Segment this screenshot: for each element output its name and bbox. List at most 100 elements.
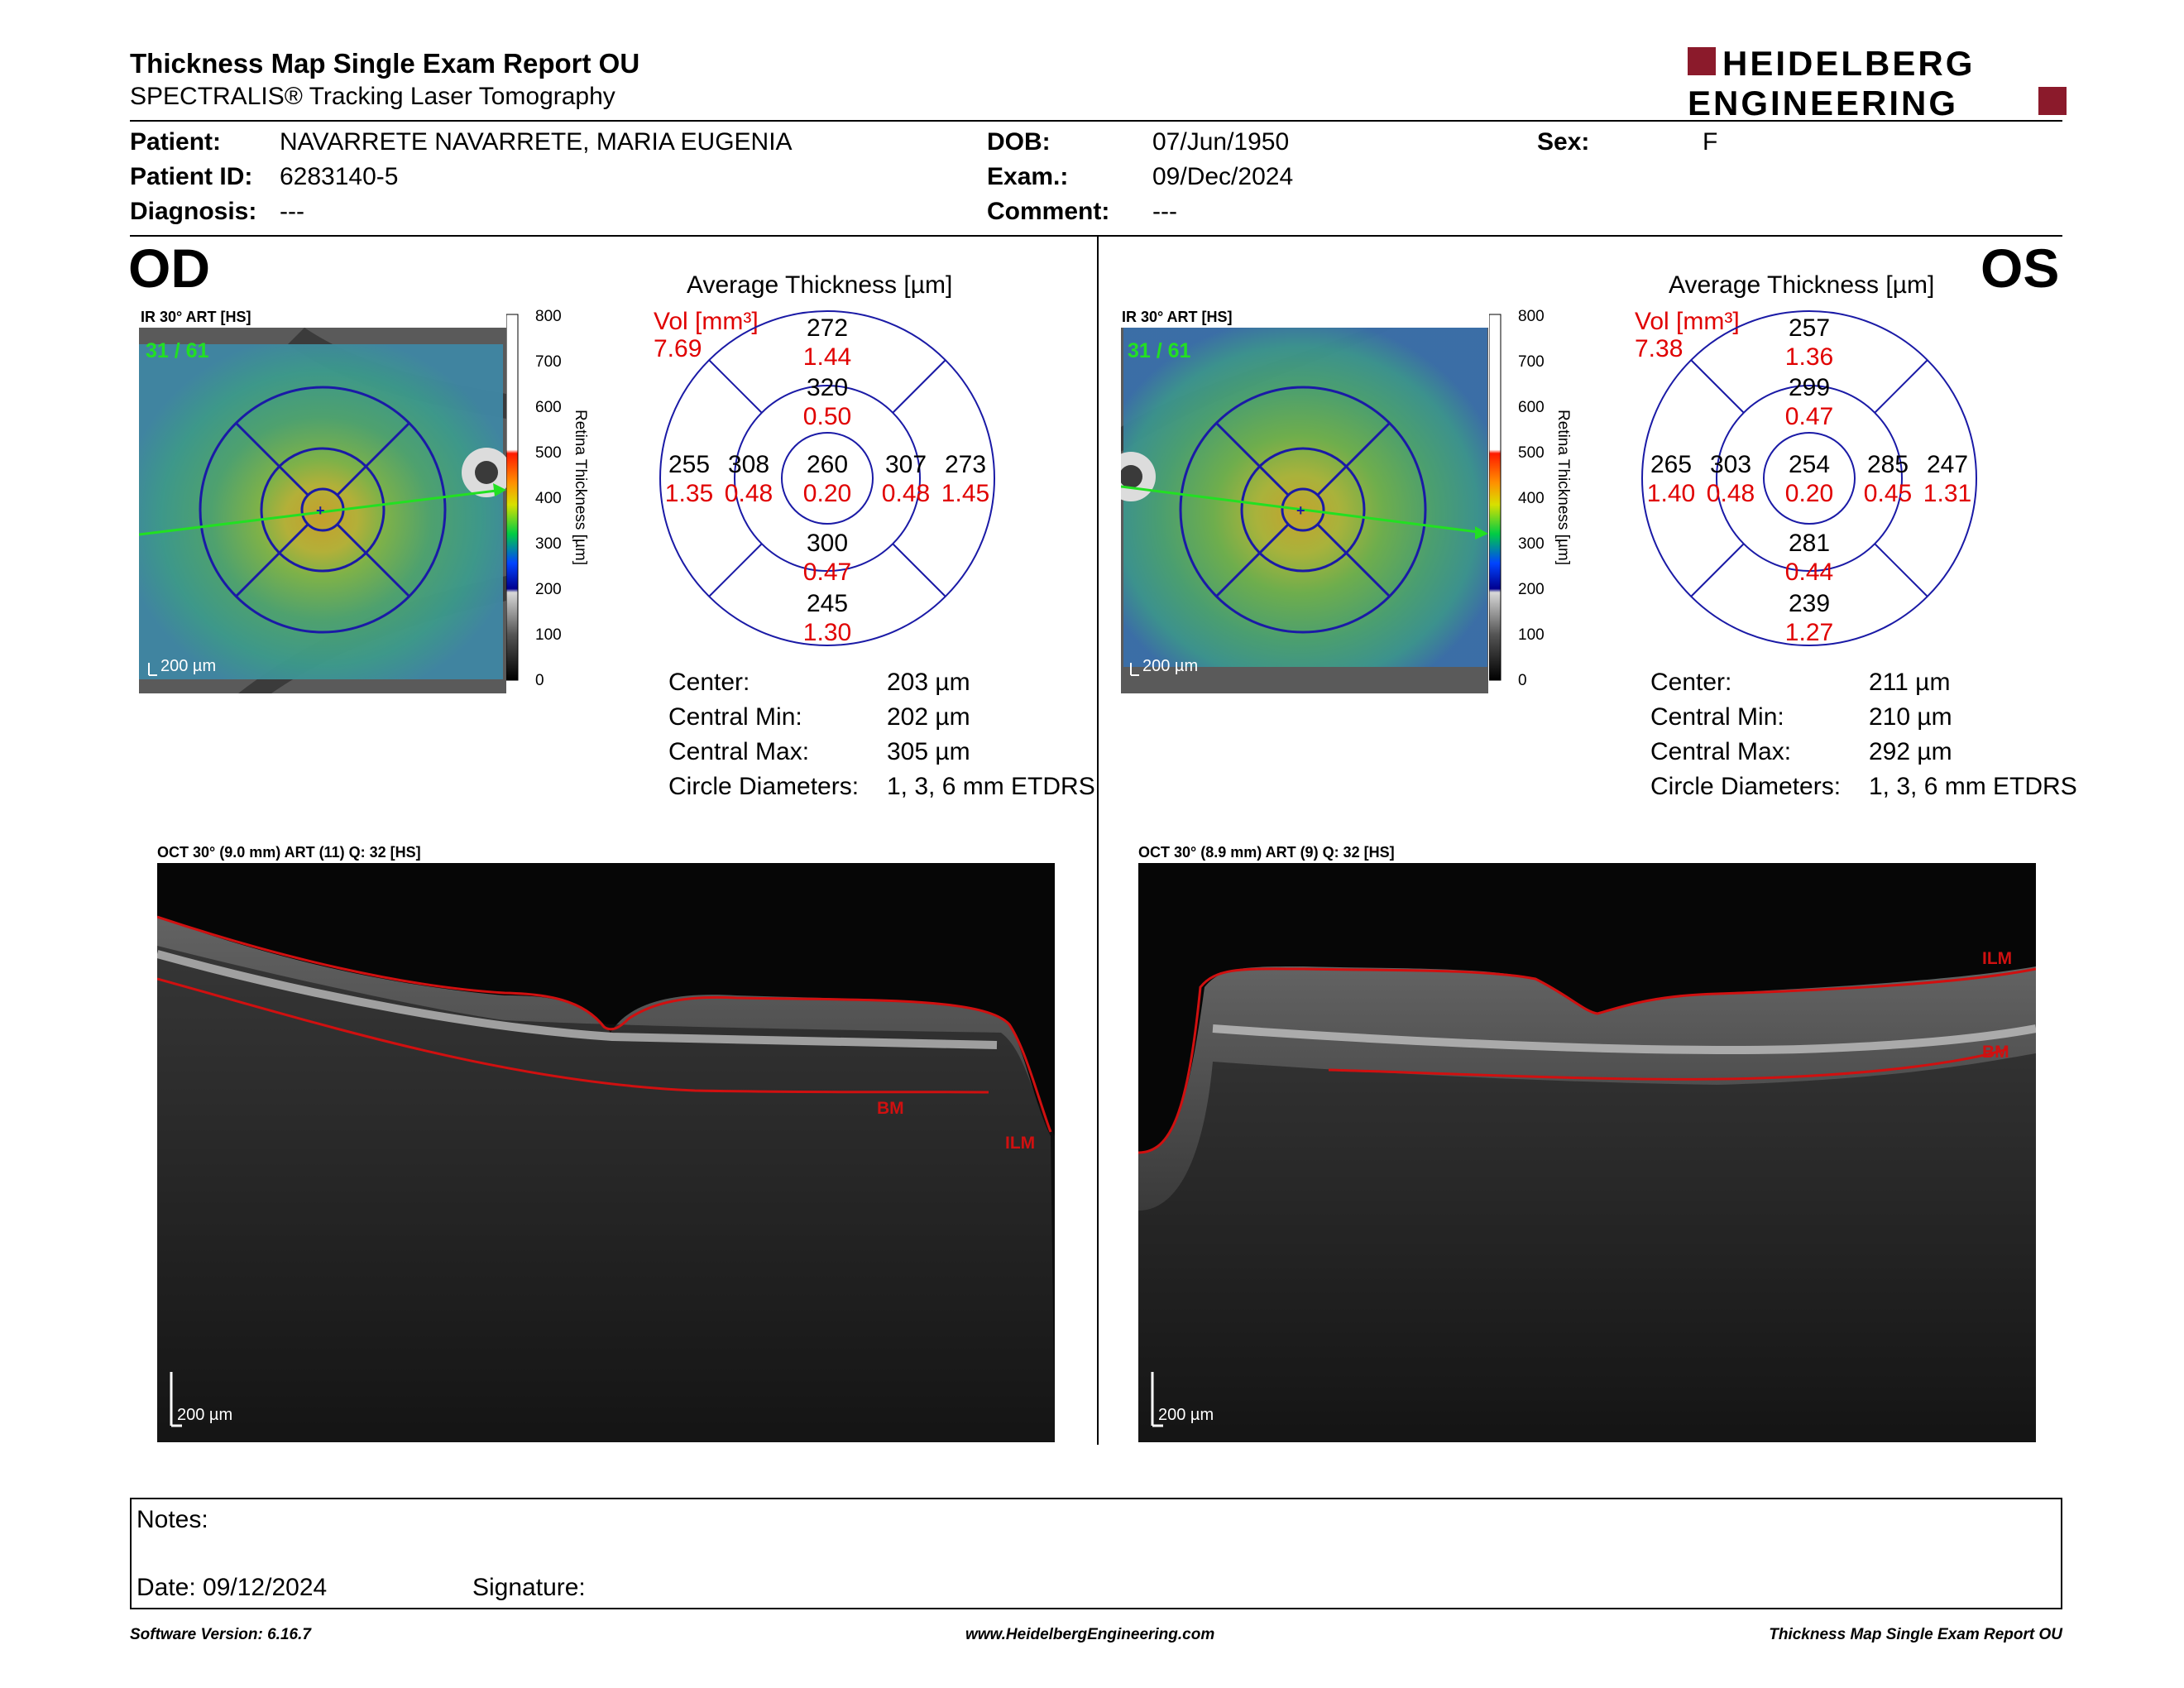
software-version: Software Version: 6.16.7 (130, 1626, 311, 1643)
od-ilm-label: ILM (1005, 1134, 1035, 1153)
os-inner-left-volume: 0.48 (1707, 480, 1755, 507)
svg-text:0: 0 (535, 672, 544, 689)
os-colorbar: 800 700 600 500 400 300 200 100 0 Retina… (1489, 308, 1572, 689)
svg-text:0: 0 (1518, 672, 1527, 689)
os-eye-label: OS (1980, 237, 2060, 299)
comment-value: --- (1152, 198, 1177, 225)
svg-text:+: + (1296, 502, 1305, 519)
od-oct-bscan: BM ILM 200 µm (157, 863, 1055, 1442)
svg-text:700: 700 (1518, 353, 1545, 371)
svg-text:400: 400 (1518, 490, 1545, 507)
os-ir-label: IR 30° ART [HS] (1122, 309, 1233, 325)
svg-text:500: 500 (1518, 444, 1545, 462)
svg-text:600: 600 (1518, 399, 1545, 416)
od-colorbar-ticks: 800 700 600 500 400 300 200 100 0 (535, 308, 562, 689)
patient-label: Patient: (130, 128, 222, 156)
os-center-value: 211 µm (1869, 669, 1951, 696)
sex-label: Sex: (1537, 128, 1590, 156)
od-outer-inferior-volume: 1.30 (803, 619, 851, 646)
os-outer-superior-volume: 1.36 (1785, 343, 1833, 371)
od-inner-left-volume: 0.48 (725, 480, 773, 507)
os-bm-label: BM (1982, 1043, 2009, 1062)
svg-text:200: 200 (1518, 581, 1545, 598)
od-oct-label: OCT 30° (9.0 mm) ART (11) Q: 32 [HS] (157, 844, 421, 861)
os-ilm-label: ILM (1982, 949, 2012, 968)
dob-label: DOB: (987, 128, 1051, 156)
od-outer-left-thickness: 255 (668, 451, 710, 478)
od-min-value: 202 µm (887, 703, 970, 731)
svg-text:HEIDELBERG: HEIDELBERG (1722, 46, 1975, 83)
od-vol-total: 7.69 (654, 335, 702, 362)
od-outer-left-volume: 1.35 (665, 480, 713, 507)
report-title: Thickness Map Single Exam Report OU (130, 48, 640, 79)
os-outer-left-thickness: 265 (1650, 451, 1692, 478)
od-center-value: 203 µm (887, 669, 970, 696)
od-outer-superior-thickness: 272 (807, 314, 848, 342)
os-colorbar-title: Retina Thickness [µm] (1554, 410, 1572, 565)
diagnosis-value: --- (280, 198, 304, 225)
od-outer-inferior-thickness: 245 (807, 590, 848, 617)
os-inner-right-thickness: 285 (1867, 451, 1909, 478)
od-max-value: 305 µm (887, 738, 970, 765)
os-inner-superior-thickness: 299 (1789, 374, 1830, 401)
website-link[interactable]: www.HeidelbergEngineering.com (965, 1626, 1215, 1643)
os-vol-total: 7.38 (1635, 335, 1684, 362)
od-frame-counter: 31 / 61 (146, 339, 209, 362)
od-colorbar-title: Retina Thickness [µm] (572, 410, 589, 565)
exam-label: Exam.: (987, 163, 1069, 190)
svg-text:300: 300 (1518, 535, 1545, 553)
os-diam-label: Circle Diameters: (1650, 773, 1842, 800)
date-label: Date: 09/12/2024 (136, 1574, 328, 1601)
dob-value: 07/Jun/1950 (1152, 128, 1290, 156)
svg-text:+: + (316, 502, 325, 519)
svg-text:500: 500 (535, 444, 562, 462)
heidelberg-logo: HEIDELBERG ENGINEERING (1688, 46, 2067, 120)
os-inner-left-thickness: 303 (1710, 451, 1751, 478)
od-eye-label: OD (128, 237, 210, 299)
os-center-volume: 0.20 (1785, 480, 1833, 507)
od-outer-superior-volume: 1.44 (803, 343, 851, 371)
report-subtitle: SPECTRALIS® Tracking Laser Tomography (130, 83, 615, 110)
os-inner-inferior-volume: 0.44 (1785, 559, 1833, 586)
od-inner-inferior-volume: 0.47 (803, 559, 851, 586)
svg-text:400: 400 (535, 490, 562, 507)
svg-text:100: 100 (535, 626, 562, 644)
od-fundus-thickness-map: + 31 / 61 200 µm (139, 328, 506, 693)
os-inner-right-volume: 0.45 (1864, 480, 1912, 507)
os-outer-inferior-thickness: 239 (1789, 590, 1830, 617)
svg-text:600: 600 (535, 399, 562, 416)
os-inner-superior-volume: 0.47 (1785, 403, 1833, 430)
os-fundus-thickness-map: + 31 / 61 200 µm (1121, 328, 1488, 693)
os-inner-inferior-thickness: 281 (1789, 530, 1830, 557)
os-center-label: Center: (1650, 669, 1732, 696)
os-frame-counter: 31 / 61 (1128, 339, 1191, 362)
os-colorbar-ticks: 800 700 600 500 400 300 200 100 0 (1518, 308, 1545, 689)
svg-text:200: 200 (535, 581, 562, 598)
signature-label: Signature: (472, 1574, 586, 1601)
os-max-value: 292 µm (1869, 738, 1952, 765)
exam-value: 09/Dec/2024 (1152, 163, 1294, 190)
od-outer-right-volume: 1.45 (941, 480, 989, 507)
svg-text:800: 800 (535, 308, 562, 325)
od-center-volume: 0.20 (803, 480, 851, 507)
comment-label: Comment: (987, 198, 1110, 225)
od-inner-inferior-thickness: 300 (807, 530, 848, 557)
diagnosis-label: Diagnosis: (130, 198, 257, 225)
footer-report-name: Thickness Map Single Exam Report OU (1769, 1626, 2062, 1643)
od-inner-superior-thickness: 320 (807, 374, 848, 401)
os-diam-value: 1, 3, 6 mm ETDRS (1869, 773, 2077, 800)
od-center-label: Center: (668, 669, 750, 696)
os-outer-superior-thickness: 257 (1789, 314, 1830, 342)
svg-text:300: 300 (535, 535, 562, 553)
patient-id: 6283140-5 (280, 163, 399, 190)
patient-id-label: Patient ID: (130, 163, 253, 190)
od-bm-label: BM (877, 1099, 904, 1118)
od-etdrs-grid: 272 1.44 320 0.50 260 0.20 300 0.47 245 … (659, 310, 995, 646)
os-center-thickness: 254 (1789, 451, 1830, 478)
od-center-thickness: 260 (807, 451, 848, 478)
svg-text:100: 100 (1518, 626, 1545, 644)
os-vol-label: Vol [mm³] (1635, 308, 1740, 335)
os-fundus-scale: 200 µm (1142, 657, 1198, 675)
os-avg-title: Average Thickness [µm] (1669, 271, 1935, 299)
os-oct-bscan: ILM BM 200 µm (1138, 863, 2036, 1442)
